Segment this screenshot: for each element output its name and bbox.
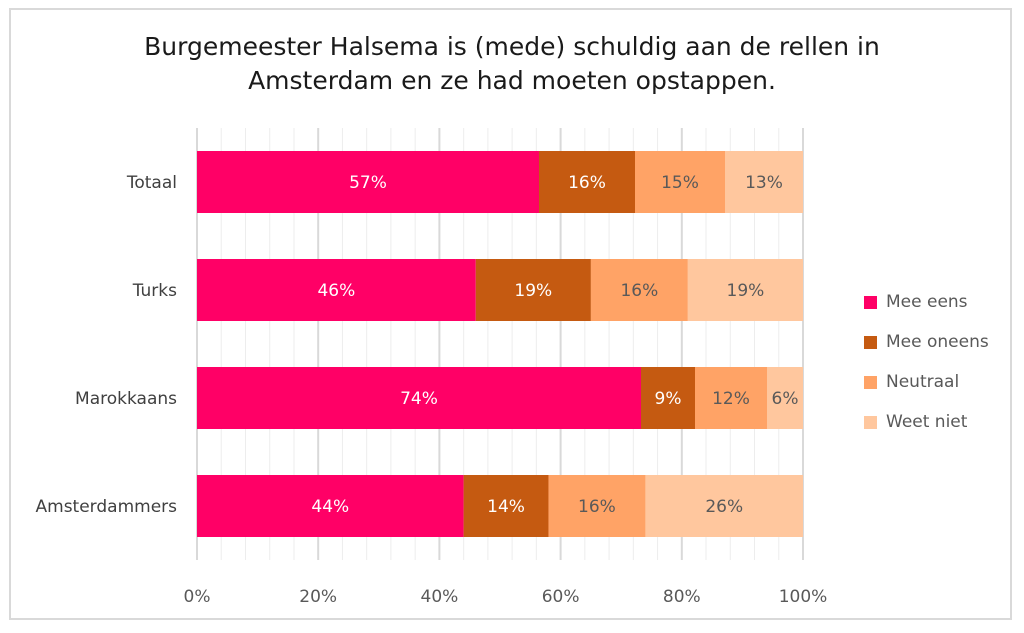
x-tick-label: 60% xyxy=(542,587,580,607)
data-label: 9% xyxy=(655,389,682,409)
bar-turks-mee-oneens xyxy=(475,259,591,321)
legend-swatch-weet-niet xyxy=(864,415,877,429)
data-label: 15% xyxy=(661,173,699,193)
data-label: 12% xyxy=(712,389,750,409)
bar-marokkaans-weet-niet xyxy=(767,367,803,429)
bar-marokkaans-mee-oneens xyxy=(641,367,695,429)
bar-amsterdammers-mee-oneens xyxy=(463,475,549,537)
data-label: 19% xyxy=(727,281,765,301)
data-label: 6% xyxy=(772,389,799,409)
x-tick-label: 0% xyxy=(184,587,211,607)
bar-amsterdammers-weet-niet xyxy=(645,475,803,537)
data-label: 16% xyxy=(620,281,658,301)
data-label: 16% xyxy=(578,497,616,517)
bar-amsterdammers-mee-eens xyxy=(197,475,464,537)
legend-item-neutraal: Neutraal xyxy=(864,362,989,402)
x-tick-label: 40% xyxy=(421,587,459,607)
legend-label-mee-eens: Mee eens xyxy=(886,292,968,312)
x-tick-label: 100% xyxy=(779,587,828,607)
data-label: 19% xyxy=(514,281,552,301)
legend-swatch-neutraal xyxy=(864,375,877,389)
x-tick-label: 20% xyxy=(299,587,337,607)
legend-item-mee-oneens: Mee oneens xyxy=(864,322,989,362)
bar-totaal-weet-niet xyxy=(725,151,803,213)
legend-swatch-mee-eens xyxy=(864,295,877,309)
bar-turks-neutraal xyxy=(590,259,688,321)
bar-marokkaans-mee-eens xyxy=(197,367,641,429)
data-label: 14% xyxy=(487,497,525,517)
bar-amsterdammers-neutraal xyxy=(548,475,646,537)
data-label: 16% xyxy=(568,173,606,193)
chart-legend: Mee eens Mee oneens Neutraal Weet niet xyxy=(864,282,989,442)
chart-title-line-2: Amsterdam en ze had moeten opstappen. xyxy=(248,66,776,95)
bar-totaal-mee-eens xyxy=(197,151,539,213)
legend-label-neutraal: Neutraal xyxy=(886,372,960,392)
bar-totaal-mee-oneens xyxy=(539,151,635,213)
legend-swatch-mee-oneens xyxy=(864,335,877,349)
chart-title-line-1: Burgemeester Halsema is (mede) schuldig … xyxy=(144,32,880,61)
data-label: 44% xyxy=(311,497,349,517)
bar-totaal-neutraal xyxy=(635,151,725,213)
bar-marokkaans-neutraal xyxy=(695,367,767,429)
bar-turks-mee-eens xyxy=(197,259,476,321)
legend-label-mee-oneens: Mee oneens xyxy=(886,332,989,352)
category-label: Amsterdammers xyxy=(36,497,178,517)
category-label: Marokkaans xyxy=(75,389,177,409)
data-label: 13% xyxy=(745,173,783,193)
data-label: 26% xyxy=(705,497,743,517)
category-label: Totaal xyxy=(126,173,177,193)
x-tick-label: 80% xyxy=(663,587,701,607)
bar-turks-weet-niet xyxy=(687,259,803,321)
category-label: Turks xyxy=(132,281,177,301)
data-label: 74% xyxy=(400,389,438,409)
chart-title: Burgemeester Halsema is (mede) schuldig … xyxy=(0,30,1024,98)
data-label: 46% xyxy=(317,281,355,301)
legend-item-mee-eens: Mee eens xyxy=(864,282,989,322)
legend-item-weet-niet: Weet niet xyxy=(864,402,989,442)
data-label: 57% xyxy=(349,173,387,193)
legend-label-weet-niet: Weet niet xyxy=(886,412,968,432)
